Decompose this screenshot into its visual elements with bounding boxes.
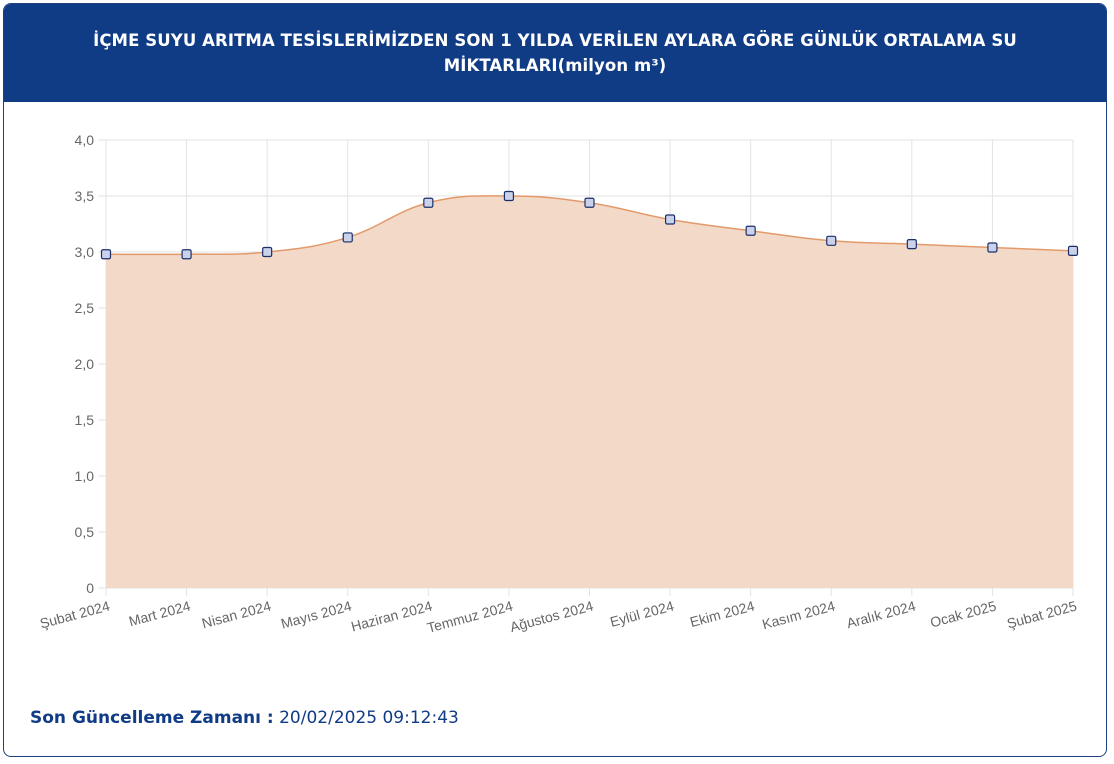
x-tick-label: Ağustos 2024 — [508, 597, 595, 635]
data-point[interactable] — [503, 190, 515, 202]
data-point[interactable] — [181, 249, 192, 260]
y-tick-label: 2,5 — [75, 300, 95, 316]
x-axis: Şubat 2024 Mart 2024 Nisan 2024 Mayıs 2024H… — [38, 597, 1079, 635]
data-point[interactable] — [584, 197, 595, 208]
chart-card: İÇME SUYU ARITMA TESİSLERİMİZDEN SON 1 Y… — [3, 3, 1107, 757]
y-tick-label: 2,0 — [75, 356, 95, 372]
x-tick-label: Temmuz 2024 — [425, 597, 514, 635]
last-updated: Son Güncelleme Zamanı : 20/02/2025 09:12… — [30, 708, 459, 728]
x-tick-label: Haziran 2024 — [349, 597, 434, 634]
area-chart: 0 0,5 1,0 1,5 2,0 2,5 3,0 3,5 4,0 Şubat 2024 Mart… — [38, 132, 1079, 636]
card-header: İÇME SUYU ARITMA TESİSLERİMİZDEN SON 1 Y… — [4, 4, 1106, 102]
y-tick-label: 4,0 — [75, 132, 95, 148]
data-point[interactable] — [423, 197, 434, 208]
data-point[interactable] — [342, 232, 353, 243]
data-point[interactable] — [1067, 245, 1079, 256]
data-point[interactable] — [826, 235, 837, 246]
data-point[interactable] — [664, 214, 676, 225]
area-layer — [105, 195, 1074, 588]
y-tick-label: 1,0 — [75, 468, 95, 484]
data-point[interactable] — [745, 225, 756, 236]
x-tick-label: Eylül 2024 — [608, 597, 675, 629]
x-tick-label: Mart 2024 — [127, 597, 192, 629]
y-tick-label: 1,5 — [75, 412, 95, 428]
y-tick-label: 3,0 — [75, 244, 95, 260]
area-fill — [106, 195, 1073, 588]
data-point[interactable] — [262, 246, 273, 258]
y-axis: 0 0,5 1,0 1,5 2,0 2,5 3,0 3,5 4,0 — [75, 132, 95, 596]
x-tick-label: Kasım 2024 — [760, 597, 837, 632]
chart-title: İÇME SUYU ARITMA TESİSLERİMİZDEN SON 1 Y… — [93, 31, 1017, 75]
y-tick-label: 3,5 — [75, 188, 95, 204]
x-tick-label: Şubat 2025 — [1005, 597, 1079, 631]
last-updated-value: 20/02/2025 09:12:43 — [279, 708, 459, 728]
data-points — [100, 190, 1079, 260]
x-tick-label: Mayıs 2024 — [279, 597, 353, 631]
chart-area: 0 0,5 1,0 1,5 2,0 2,5 3,0 3,5 4,0 Şubat 2024 Mart… — [4, 102, 1106, 662]
data-point[interactable] — [906, 239, 917, 250]
last-updated-label: Son Güncelleme Zamanı : — [30, 708, 274, 728]
y-tick-label: 0,5 — [75, 524, 95, 540]
x-tick-label: Ekim 2024 — [688, 597, 756, 630]
data-point[interactable] — [987, 242, 998, 253]
x-tick-label: Nisan 2024 — [200, 597, 273, 631]
y-tick-label: 0 — [86, 580, 94, 596]
x-tick-label: Şubat 2024 — [38, 597, 112, 631]
x-tick-label: Ocak 2025 — [928, 597, 998, 630]
data-point[interactable] — [100, 249, 112, 260]
x-tick-label: Aralık 2024 — [845, 597, 918, 631]
